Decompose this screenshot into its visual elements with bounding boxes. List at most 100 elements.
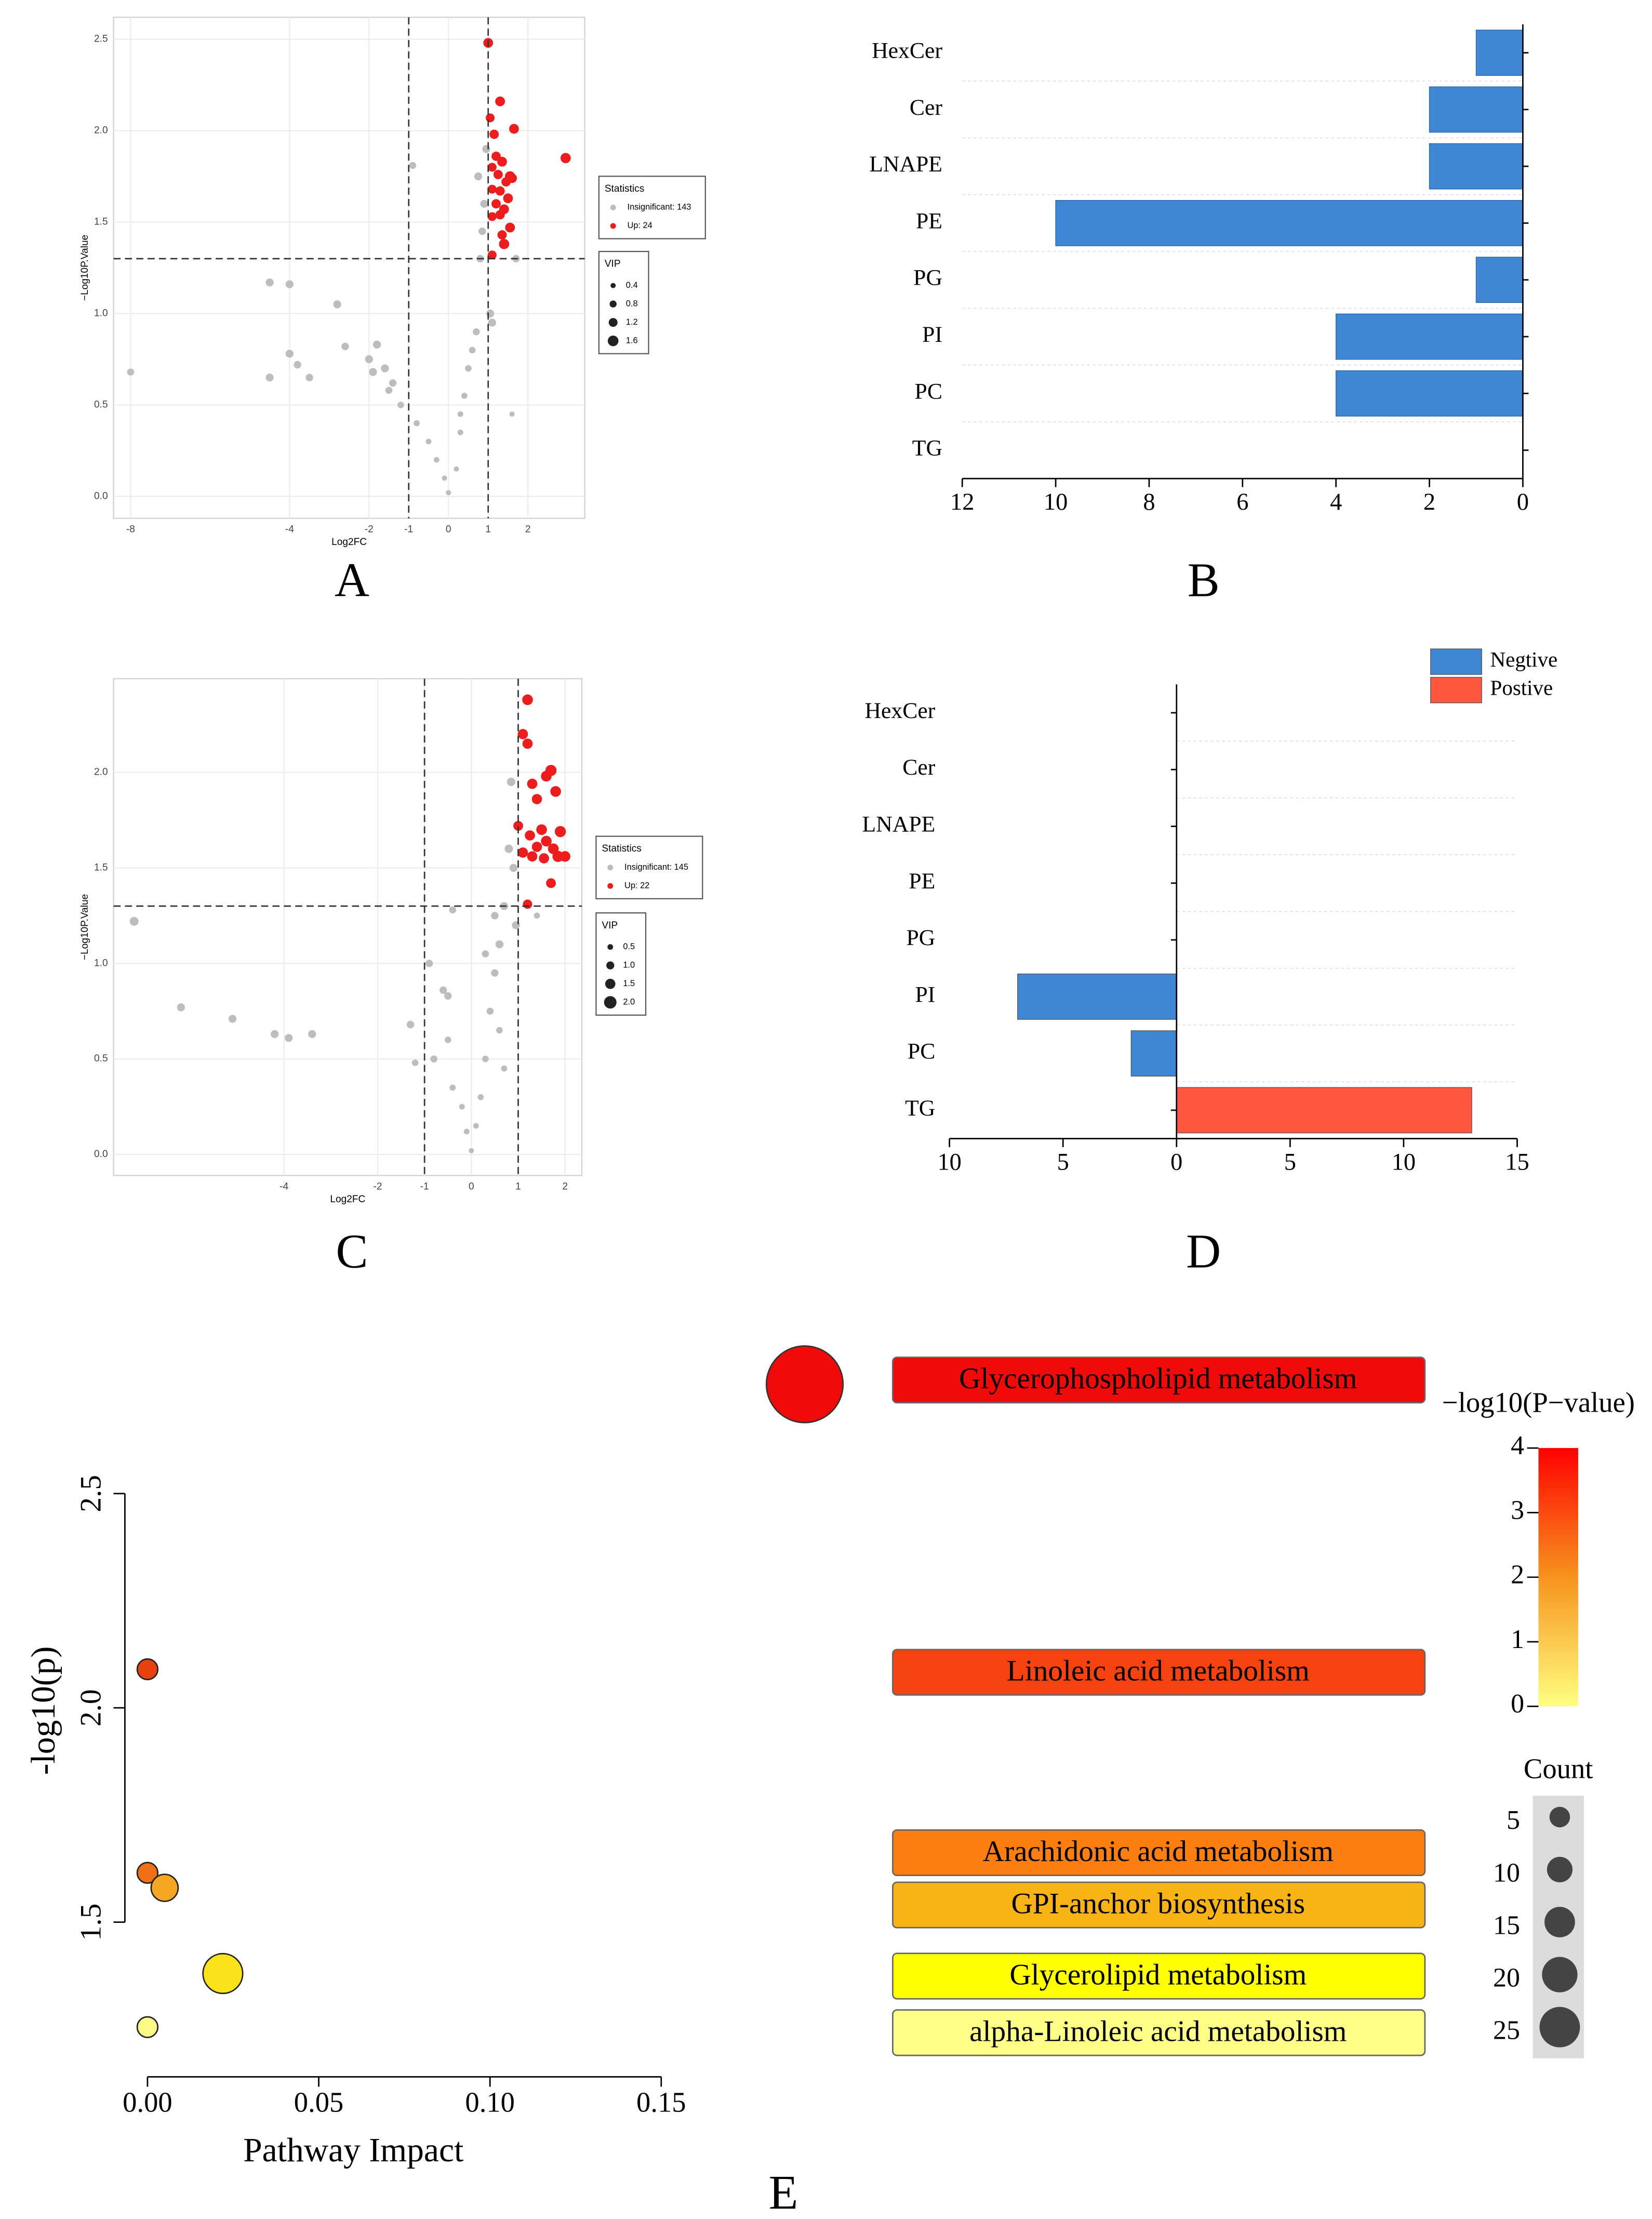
x-tick-label: 0 — [1170, 1149, 1182, 1175]
legend-swatch — [1430, 676, 1482, 703]
point — [461, 392, 468, 399]
y-tick-label: 1.0 — [94, 958, 108, 968]
point — [495, 96, 505, 107]
point — [495, 186, 505, 196]
category-label: PG — [913, 265, 942, 290]
legend-title: VIP — [602, 920, 618, 931]
y-axis-title: −Log10P.Value — [79, 894, 90, 960]
point — [496, 1027, 503, 1034]
point — [531, 842, 542, 852]
x-tick-label: 0 — [446, 524, 451, 535]
point — [489, 129, 499, 139]
size-legend-label: 0.5 — [623, 942, 635, 951]
pathway-box — [892, 1649, 1426, 1696]
category-label: HexCer — [872, 38, 942, 63]
x-tick-label: 0.05 — [294, 2087, 344, 2118]
size-legend-marker — [604, 996, 617, 1009]
point — [486, 113, 495, 123]
point — [469, 1148, 474, 1153]
bubble — [136, 2016, 159, 2038]
pathway-label: Glycerolipid metabolism — [1009, 1958, 1307, 1991]
pathway-box — [892, 1881, 1426, 1929]
point — [480, 200, 488, 208]
category-label: PE — [909, 869, 935, 894]
x-tick-label: -2 — [374, 1181, 382, 1192]
category-label: LNAPE — [862, 812, 936, 837]
point — [487, 163, 497, 172]
point — [177, 1003, 185, 1012]
point — [381, 364, 389, 373]
point — [473, 1123, 479, 1129]
point — [430, 1055, 437, 1062]
x-tick-label: -1 — [404, 524, 413, 535]
x-tick-label: 0.15 — [636, 2087, 686, 2118]
point — [265, 278, 274, 287]
legend-marker — [610, 204, 616, 210]
point — [509, 124, 519, 134]
point — [285, 280, 294, 288]
category-label: PG — [906, 925, 935, 950]
size-legend-label: 2.0 — [623, 998, 635, 1007]
plot-background — [113, 678, 583, 1176]
bubble — [136, 1658, 159, 1681]
x-tick-label: -2 — [365, 524, 374, 535]
panel-label: D — [1186, 1225, 1221, 1279]
size-legend-marker — [606, 961, 615, 969]
pathway-label: Linoleic acid metabolism — [1007, 1655, 1310, 1687]
point — [539, 853, 549, 863]
point — [411, 1059, 419, 1066]
y-axis-title: −Log10P.Value — [79, 235, 90, 301]
point — [509, 411, 515, 417]
point — [305, 374, 313, 381]
point — [228, 1015, 237, 1023]
point — [527, 778, 538, 789]
category-label: PC — [908, 1039, 935, 1064]
legend-label: Up: 22 — [624, 881, 649, 891]
plot-background — [113, 17, 585, 519]
bubble — [136, 1862, 159, 1884]
point — [409, 162, 417, 169]
size-legend-label: 0.4 — [626, 281, 638, 290]
x-tick-label: 12 — [950, 489, 974, 515]
point — [473, 328, 480, 336]
point — [463, 1128, 470, 1135]
pathway-label: alpha-Linoleic acid metabolism — [969, 2015, 1347, 2048]
legend-label: Postive — [1490, 676, 1553, 700]
y-tick-label: 1.0 — [94, 308, 108, 318]
point — [522, 694, 533, 706]
point — [491, 199, 501, 209]
y-tick-label: 2.0 — [94, 125, 108, 136]
point — [454, 466, 459, 472]
pathway-box — [892, 1829, 1426, 1877]
point — [369, 368, 377, 376]
size-legend-marker — [1542, 1957, 1578, 1992]
point — [265, 373, 274, 382]
legend-marker — [610, 223, 616, 229]
legend-box — [598, 176, 706, 240]
x-tick-label: 10 — [1044, 489, 1068, 515]
x-tick-label: 6 — [1236, 489, 1248, 515]
panel-label: A — [335, 553, 369, 607]
point — [482, 145, 490, 153]
x-tick-label: 0.00 — [123, 2087, 172, 2118]
size-legend-label: 20 — [1493, 1963, 1520, 1992]
point — [477, 1094, 484, 1100]
category-label: PI — [915, 982, 936, 1007]
category-label: Cer — [910, 95, 943, 120]
panel-label: E — [769, 2166, 798, 2219]
bubble — [150, 1873, 179, 1902]
point — [425, 439, 432, 445]
size-legend-label: 5 — [1507, 1805, 1520, 1835]
x-axis-title: Log2FC — [331, 537, 367, 548]
legend-title: Statistics — [602, 843, 641, 854]
point — [127, 368, 135, 376]
size-legend-marker — [1544, 1907, 1575, 1937]
pathway-box — [892, 1357, 1426, 1404]
size-legend-title: Count — [1524, 1752, 1593, 1784]
y-tick-label: 0.5 — [94, 399, 108, 410]
size-legend-label: 1.2 — [626, 317, 638, 327]
pathway-box — [892, 2009, 1426, 2056]
point — [546, 878, 556, 888]
legend-label: Negtive — [1490, 647, 1558, 671]
